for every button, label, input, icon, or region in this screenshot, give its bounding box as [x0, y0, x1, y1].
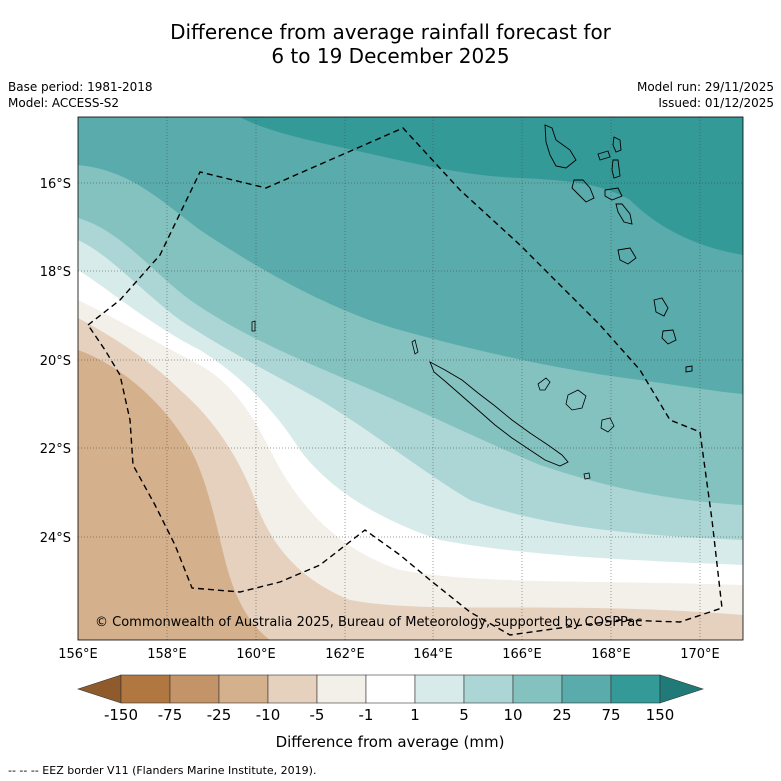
colorbar-extend-low	[77, 674, 122, 704]
rainfall-anomaly-field	[78, 117, 743, 640]
colorbar-cell	[512, 674, 563, 704]
colorbar-extend-high	[659, 674, 704, 704]
colorbar-tick-label: -10	[256, 706, 281, 724]
colorbar-cell	[316, 674, 367, 704]
model-run: Model run: 29/11/2025	[636, 80, 774, 94]
colorbar-label: Difference from average (mm)	[276, 733, 505, 751]
issued-date: Issued: 01/12/2025	[658, 96, 774, 110]
lon-label: 170°E	[680, 647, 720, 662]
colorbar-tick-labels: -150 -75 -25 -10 -5 -1 1 5 10 25 75 150	[104, 706, 674, 724]
model-name: Model: ACCESS-S2	[8, 96, 120, 110]
lat-label: 16°S	[40, 177, 71, 192]
colorbar-cell	[365, 674, 416, 704]
colorbar-tick-label: 1	[410, 706, 420, 724]
band-neg10-neg5	[78, 318, 743, 640]
band-neg25-neg10	[78, 350, 270, 640]
copyright-text: © Commonwealth of Australia 2025, Bureau…	[95, 615, 642, 630]
colorbar-tick-label: -75	[158, 706, 183, 724]
belep-islands	[411, 339, 419, 355]
eez-border	[87, 127, 723, 636]
colorbar-cell	[267, 674, 318, 704]
colorbar-cells	[120, 674, 661, 704]
lon-label: 162°E	[325, 647, 365, 662]
colorbar-tick-label: 25	[552, 706, 571, 724]
colorbar-cell	[463, 674, 514, 704]
colorbar-cell	[120, 674, 171, 704]
colorbar-cell	[218, 674, 269, 704]
eez-legend: -- -- -- EEZ border V11 (Flanders Marine…	[8, 764, 316, 777]
new-caledonia-coastline	[429, 361, 569, 467]
colorbar-tick-label: 150	[646, 706, 675, 724]
lon-label: 156°E	[58, 647, 98, 662]
colorbar-cell	[169, 674, 220, 704]
colorbar-cell	[610, 674, 661, 704]
title-line-1: Difference from average rainfall forecas…	[170, 20, 611, 44]
lon-label: 166°E	[502, 647, 542, 662]
colorbar-tick-label: -150	[104, 706, 138, 724]
colorbar-cell	[561, 674, 612, 704]
colorbar-tick-label: 75	[601, 706, 620, 724]
lat-label: 24°S	[40, 531, 71, 546]
colorbar-tick-label: -5	[310, 706, 325, 724]
colorbar: -150 -75 -25 -10 -5 -1 1 5 10 25 75 150 Difference …	[77, 674, 704, 751]
loyalty-island-ouvea	[537, 377, 551, 391]
loyalty-island-lifou	[565, 389, 587, 411]
lat-label: 20°S	[40, 354, 71, 369]
colorbar-tick-label: 10	[503, 706, 522, 724]
graticule	[78, 117, 743, 640]
map-frame	[77, 116, 744, 641]
lon-label: 158°E	[147, 647, 187, 662]
lon-label: 160°E	[236, 647, 276, 662]
lon-label: 168°E	[591, 647, 631, 662]
lat-label: 22°S	[40, 442, 71, 457]
colorbar-tick-label: -25	[207, 706, 232, 724]
lon-label: 164°E	[413, 647, 453, 662]
isle-of-pines	[583, 472, 591, 480]
loyalty-island-mare	[600, 417, 615, 433]
chesterfield-islands	[251, 320, 256, 332]
colorbar-cell	[414, 674, 465, 704]
latitude-labels: 16°S 18°S 20°S 22°S 24°S	[40, 177, 71, 546]
colorbar-tick-label: 5	[459, 706, 469, 724]
base-period: Base period: 1981-2018	[8, 80, 153, 94]
vanuatu-coastline	[544, 124, 693, 373]
colorbar-tick-label: -1	[359, 706, 374, 724]
lat-label: 18°S	[40, 265, 71, 280]
title-line-2: 6 to 19 December 2025	[271, 44, 510, 68]
longitude-labels: 156°E 158°E 160°E 162°E 164°E 166°E 168°…	[58, 647, 720, 662]
